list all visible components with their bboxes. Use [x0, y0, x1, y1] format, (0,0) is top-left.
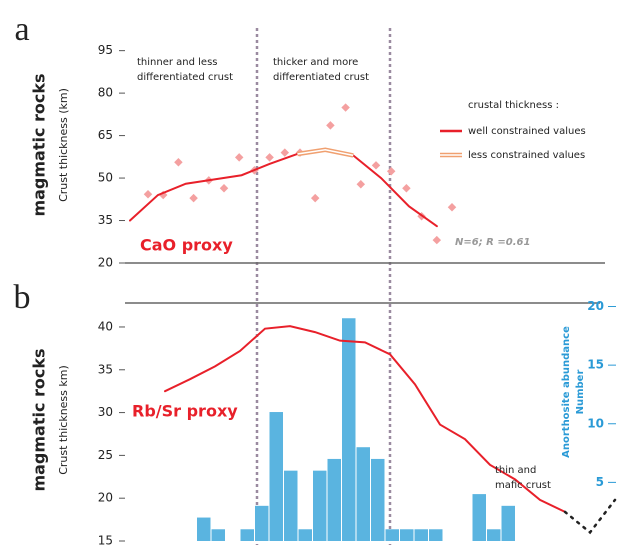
y2-tick-label: 20 [587, 299, 604, 313]
point [143, 189, 153, 199]
y2-tick-label: 5 [596, 475, 604, 489]
point [386, 167, 396, 176]
point [265, 153, 274, 162]
bar [342, 318, 356, 541]
line [563, 498, 617, 535]
legend-label: less constrained values [468, 150, 585, 161]
bar [269, 412, 283, 541]
y-axis-label: Crust thickness (km) [57, 88, 70, 202]
annotation: Rb/Sr proxy [132, 402, 238, 421]
point [447, 202, 457, 212]
y2-axis-label: Anorthosite abundance [561, 326, 572, 458]
annotation: thin and [495, 465, 536, 476]
y-tick-label: 95 [98, 43, 113, 57]
bar [197, 517, 211, 541]
bar [255, 505, 269, 541]
point [402, 184, 411, 193]
annotation: CaO proxy [140, 236, 233, 255]
y-tick-label: 20 [98, 491, 113, 505]
point [219, 184, 229, 193]
y-tick-label: 65 [98, 128, 113, 142]
y2-tick-label: 10 [587, 416, 604, 430]
annotation: thinner and less [137, 57, 218, 68]
y-tick-label: 50 [98, 171, 113, 185]
bar [298, 529, 312, 541]
bar [400, 529, 414, 541]
point [189, 193, 198, 203]
bar [414, 529, 428, 541]
annotation: thicker and more [273, 57, 358, 68]
annotation: N=6; R =0.61 [455, 237, 530, 248]
bar [472, 494, 486, 541]
bar [356, 447, 370, 541]
panel-label: b [14, 279, 31, 316]
bar [371, 458, 385, 541]
panel-label: a [14, 11, 29, 48]
point [174, 157, 183, 167]
y-tick-label: 25 [98, 448, 113, 462]
line [297, 148, 354, 157]
point [310, 193, 320, 203]
point [341, 103, 350, 112]
y-tick-label: 20 [98, 256, 113, 270]
y-tick-label: 35 [98, 213, 113, 227]
annotation: mafic crust [495, 480, 551, 491]
bar [211, 529, 225, 541]
bar [240, 529, 254, 541]
y-tick-label: 80 [98, 86, 113, 100]
point [432, 235, 442, 245]
y-tick-label: 15 [98, 534, 113, 545]
point [280, 148, 290, 157]
bar [487, 529, 501, 541]
y2-axis-label: Number [575, 370, 586, 415]
legend-title: crustal thickness : [468, 100, 559, 111]
point [326, 121, 335, 130]
point [356, 180, 366, 189]
annotation: differentiated crust [273, 72, 369, 83]
group-label: magmatic rocks [30, 73, 49, 216]
line [164, 325, 566, 513]
line [129, 152, 438, 228]
bar [501, 505, 515, 541]
y-tick-label: 30 [98, 405, 113, 419]
bar [284, 470, 298, 541]
annotation: differentiated crust [137, 72, 233, 83]
bar [385, 529, 399, 541]
y-tick-label: 40 [98, 319, 113, 333]
point [234, 153, 244, 162]
bar [313, 470, 327, 541]
group-label: magmatic rocks [30, 348, 49, 491]
bar [327, 458, 341, 541]
y-tick-label: 35 [98, 362, 113, 376]
legend-label: well constrained values [468, 126, 586, 137]
point [371, 161, 381, 170]
y-axis-label: Crust thickness km) [57, 365, 70, 475]
bar [429, 529, 443, 541]
y2-tick-label: 15 [587, 358, 604, 372]
